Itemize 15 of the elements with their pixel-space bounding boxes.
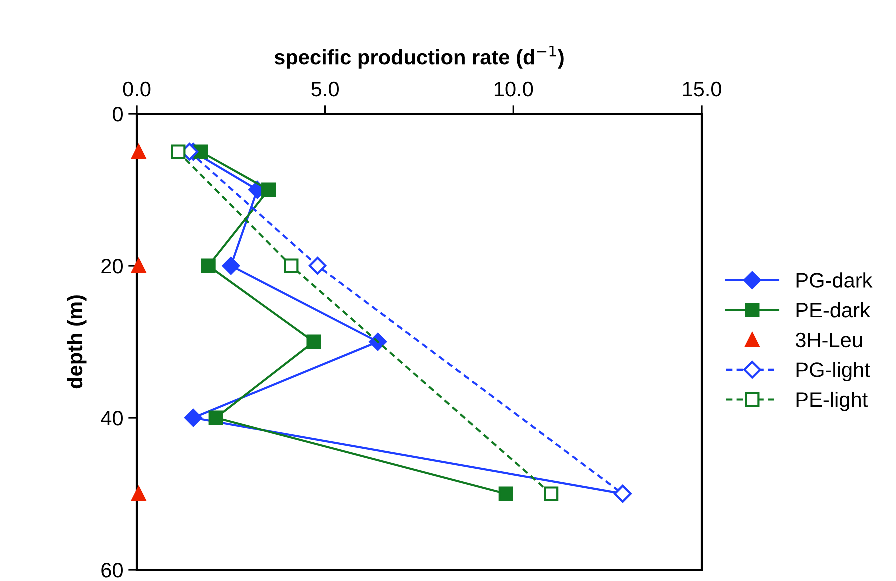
x-tick-label: 5.0 bbox=[312, 82, 339, 97]
x-tick-label: 10.0 bbox=[494, 82, 534, 97]
y-tick-label: 40 bbox=[101, 411, 123, 426]
y-tick-label: 20 bbox=[102, 259, 123, 274]
y-tick-label: 0 bbox=[113, 107, 123, 122]
legend-label: PG-light bbox=[796, 362, 870, 382]
legend-label: PE-light bbox=[796, 392, 868, 412]
x-tick-label: 0.0 bbox=[123, 82, 151, 97]
y-axis-title: depth (m) bbox=[67, 296, 87, 389]
y-tick-label: 60 bbox=[102, 563, 123, 578]
x-axis-title: specific production rate (d$^{−1}$) bbox=[274, 46, 564, 69]
legend-label: PE-dark bbox=[796, 302, 870, 318]
legend-label: PG-dark bbox=[796, 272, 873, 288]
x-tick-label: 15.0 bbox=[683, 82, 722, 97]
legend-label: 3H-Leu bbox=[796, 332, 862, 348]
